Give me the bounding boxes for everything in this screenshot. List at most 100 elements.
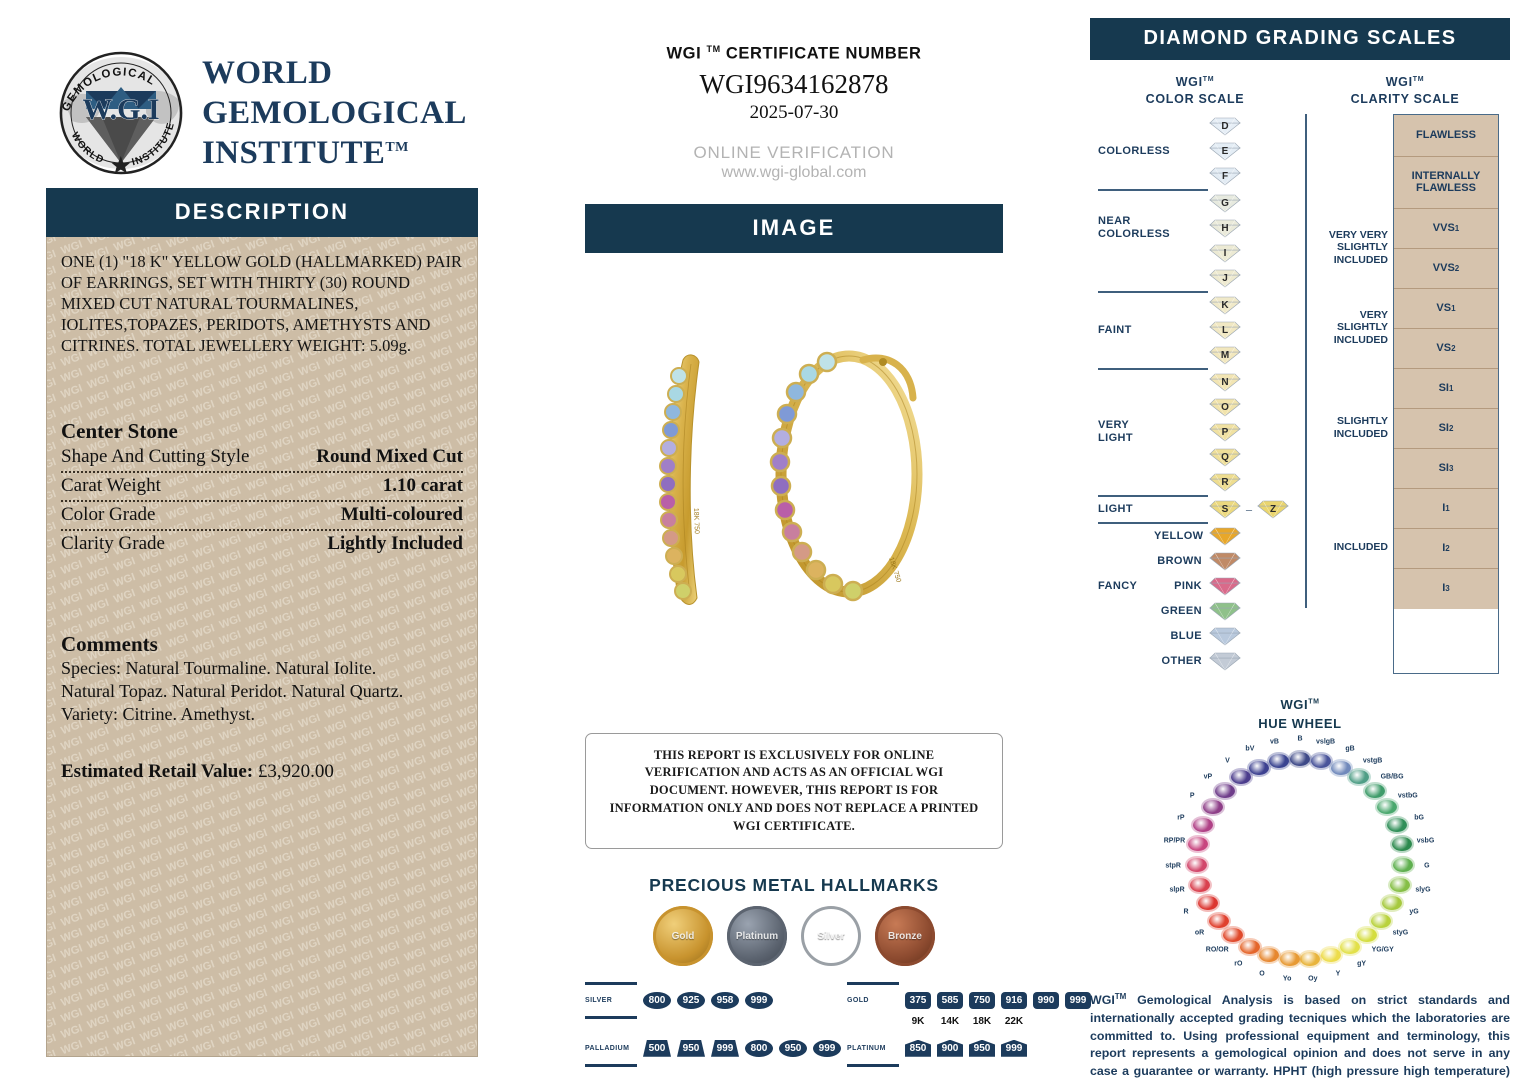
hallmark-badge: 750 xyxy=(969,991,995,1009)
hue-swatch xyxy=(1389,877,1410,892)
divider xyxy=(1098,521,1208,524)
hallmark-badge: 999 xyxy=(1001,1039,1027,1057)
fancy-color-row: OTHER xyxy=(1090,649,1305,674)
row-key: Shape And Cutting Style xyxy=(61,445,250,467)
diamond-icon xyxy=(1208,576,1242,596)
clarity-scale-column: VERY VERY SLIGHTLY INCLUDED VERY SLIGHTLY INC… xyxy=(1305,113,1505,674)
hue-swatch xyxy=(1364,783,1385,798)
grade-letter: N xyxy=(1221,376,1229,388)
color-grade-row: VERY LIGHT P xyxy=(1090,419,1305,445)
hue-swatch xyxy=(1231,770,1252,785)
earring-left: 18K 750 xyxy=(659,354,700,605)
hue-swatch xyxy=(1259,947,1280,962)
color-grade-row: G xyxy=(1090,191,1305,216)
hallmark-badge: 500 xyxy=(643,1039,671,1057)
grade-letter: J xyxy=(1222,272,1228,284)
metal-name: PLATINUM xyxy=(847,1044,886,1052)
divider xyxy=(585,982,637,986)
grading-scales: D COLORLESS E F G NEAR COLORLESS H I J K FAINT L M N O V… xyxy=(1090,113,1510,674)
hue-label: slpR xyxy=(1169,886,1185,894)
scale-headers: WGITM COLOR SCALE WGITM CLARITY SCALE xyxy=(1090,74,1510,108)
hallmark-group-gold: GOLD 375 585 750 916 990 999 9K 14K 18K … xyxy=(847,978,1091,1027)
footer-brand: WGI xyxy=(1090,993,1115,1008)
hue-label: R xyxy=(1183,908,1189,916)
divider xyxy=(1098,188,1208,191)
hue-swatch xyxy=(1240,939,1260,954)
grade-letter: D xyxy=(1221,120,1229,132)
grade-letter: S xyxy=(1221,503,1229,515)
clarity-cell: VVS 1 xyxy=(1394,208,1498,249)
trademark-symbol: TM xyxy=(1202,75,1215,83)
diamond-icon: D xyxy=(1208,116,1242,136)
color-grade-row: O xyxy=(1090,395,1305,420)
diamond-icon: E xyxy=(1208,141,1242,161)
description-section-header: DESCRIPTION xyxy=(46,188,478,237)
hue-label: G xyxy=(1424,862,1430,869)
fancy-color-name: YELLOW xyxy=(1154,529,1204,542)
table-row: Carat Weight 1.10 carat xyxy=(61,473,463,502)
range-dash: – xyxy=(1246,501,1252,516)
medal-label: Platinum xyxy=(735,930,779,942)
hue-wheel-title: WGITM HUE WHEEL xyxy=(1258,696,1342,731)
hue-label: RP/PR xyxy=(1163,837,1186,845)
medal-platinum: Platinum xyxy=(727,906,787,967)
fancy-color-name: PINK xyxy=(1174,579,1202,592)
diamond-icon: L xyxy=(1208,320,1242,340)
clarity-group-labels: VERY VERY SLIGHTLY INCLUDED VERY SLIGHTLY INC… xyxy=(1305,113,1393,674)
comments-line-2: Natural Topaz. Natural Peridot. Natural … xyxy=(61,680,404,701)
diamond-icon: M xyxy=(1208,345,1242,365)
right-column: DIAMOND GRADING SCALES WGITM COLOR SCALE… xyxy=(1090,18,1510,1080)
grade-letter: R xyxy=(1221,476,1229,488)
hue-swatch xyxy=(1279,951,1300,966)
diamond-icon: O xyxy=(1208,397,1242,417)
diamond-icon: Z xyxy=(1256,499,1290,519)
hue-label: rP xyxy=(1177,814,1185,822)
hue-label: bG xyxy=(1414,814,1424,822)
hue-label: P xyxy=(1189,792,1195,800)
karat-label: 9K xyxy=(911,1016,925,1028)
hue-swatch xyxy=(1193,817,1214,832)
analysis-disclaimer: WGITM Gemological Analysis is based on s… xyxy=(1090,991,1510,1080)
medal-label: Bronze xyxy=(888,930,922,942)
hue-label: gY xyxy=(1357,960,1367,968)
table-row: Clarity Grade Lightly Included xyxy=(61,531,463,558)
certificate-number: WGI9634162878 xyxy=(699,68,889,99)
online-report-disclaimer: THIS REPORT IS EXCLUSIVELY FOR ONLINE VE… xyxy=(585,732,1003,850)
divider xyxy=(1098,367,1208,370)
hue-label: styG xyxy=(1392,929,1409,937)
color-grade-row: K xyxy=(1090,293,1305,318)
brand-header: GEMOLOGICAL WORLD INSTITUTE xyxy=(46,38,478,188)
hallmark-badge: 999 xyxy=(745,991,773,1009)
hue-swatch xyxy=(1249,760,1270,775)
hue-swatch xyxy=(1357,928,1378,943)
karat-row: 9K 14K 18K 22K xyxy=(905,1016,1091,1027)
grade-letter: G xyxy=(1221,197,1229,209)
hue-label: vsbG xyxy=(1416,837,1435,845)
grade-letter: H xyxy=(1221,222,1229,234)
grade-letter: K xyxy=(1221,299,1229,311)
diamond-icon xyxy=(1208,551,1242,571)
diamond-icon xyxy=(1208,526,1242,546)
clarity-cell: SI 2 xyxy=(1394,408,1498,449)
clarity-group-label xyxy=(1305,113,1393,208)
fancy-color-row: BLUE xyxy=(1090,624,1305,649)
medal-bronze: Bronze xyxy=(875,906,935,967)
clarity-group-label: INCLUDED xyxy=(1305,487,1393,608)
wgi-logo-icon: GEMOLOGICAL WORLD INSTITUTE xyxy=(46,43,196,183)
clarity-cell: INTERNALLY FLAWLESS xyxy=(1394,156,1498,209)
hue-swatch xyxy=(1208,913,1229,928)
hue-swatch xyxy=(1202,799,1223,814)
hue-swatch xyxy=(1382,896,1403,911)
comments-line-3: Variety: Citrine. Amethyst. xyxy=(61,704,255,725)
hallmark-badge: 850 xyxy=(905,1039,931,1057)
hue-label: vslgB xyxy=(1316,738,1336,746)
diamond-icon: Q xyxy=(1208,447,1242,467)
diamond-icon: H xyxy=(1208,218,1242,238)
center-column: WGI TM CERTIFICATE NUMBER WGI9634162878 … xyxy=(585,44,1091,1068)
hallmark-table: SILVER 800 925 958 999 GOLD 375 585 750 … xyxy=(585,978,1091,1068)
hue-swatch xyxy=(1310,754,1331,769)
description-panel: WGI WGI WGI WGI WGI WGI WGI WGI WGI WGI … xyxy=(46,237,478,1057)
